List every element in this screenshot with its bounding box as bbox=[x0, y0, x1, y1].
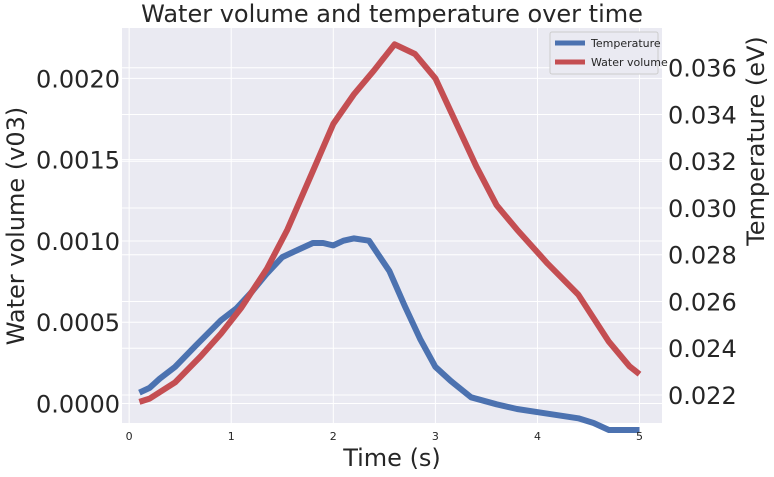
series-line-water-volume bbox=[138, 41, 642, 405]
plot-background bbox=[122, 28, 662, 423]
y-left-tick-label: 0.0020 bbox=[36, 65, 120, 93]
x-tick-label: 5 bbox=[636, 430, 643, 443]
legend-label-temperature: Temperature bbox=[590, 37, 661, 50]
y-axis-right-title: Temperature (eV) bbox=[742, 36, 770, 247]
y-right-tick-label: 0.034 bbox=[668, 101, 737, 129]
y-right-tick-label: 0.032 bbox=[668, 148, 737, 176]
y-right-tick-label: 0.022 bbox=[668, 382, 737, 410]
y-right-tick-label: 0.030 bbox=[668, 195, 737, 223]
y-left-tick-label: 0.0000 bbox=[36, 390, 120, 418]
x-tick-label: 4 bbox=[534, 430, 541, 443]
y-left-tick-label: 0.0015 bbox=[36, 147, 120, 175]
series-lines bbox=[138, 41, 642, 433]
legend-label-water-volume: Water volume bbox=[591, 56, 668, 69]
y-right-tick-label: 0.024 bbox=[668, 335, 737, 363]
x-tick-label: 3 bbox=[432, 430, 439, 443]
x-tick-label: 2 bbox=[330, 430, 337, 443]
axis-ticks: 0 1 2 3 4 5 0.0000 0.0005 0.0010 0.0015 0.0020 0.02… bbox=[36, 55, 737, 443]
y-axis-left-title: Water volume (v03) bbox=[2, 107, 30, 346]
y-right-tick-label: 0.026 bbox=[668, 288, 737, 316]
y-right-tick-label: 0.028 bbox=[668, 242, 737, 270]
x-axis-title: Time (s) bbox=[342, 444, 441, 472]
x-tick-label: 0 bbox=[126, 430, 133, 443]
chart-title: Water volume and temperature over time bbox=[141, 0, 643, 28]
grid-lines bbox=[122, 28, 662, 423]
series-line-temperature bbox=[138, 235, 640, 433]
y-left-tick-label: 0.0005 bbox=[36, 309, 120, 337]
x-tick-label: 1 bbox=[228, 430, 235, 443]
legend: Temperature Water volume bbox=[549, 31, 668, 75]
y-right-tick-label: 0.036 bbox=[668, 55, 737, 83]
y-left-tick-label: 0.0010 bbox=[36, 228, 120, 256]
